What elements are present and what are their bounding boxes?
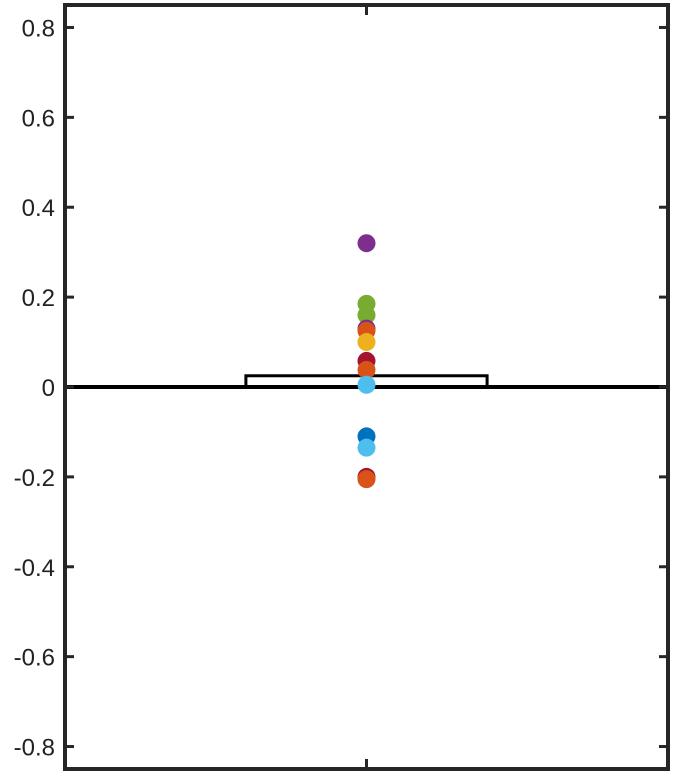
data-point — [357, 375, 376, 394]
data-point — [357, 333, 376, 352]
data-point — [357, 234, 376, 253]
y-tick-label: 0.4 — [22, 195, 55, 222]
data-point — [357, 360, 376, 379]
y-tick-label: -0.4 — [14, 555, 55, 582]
y-tick-label: -0.6 — [14, 645, 55, 672]
y-tick-labels: 0.8 0.6 0.4 0.2 0 -0.2 -0.4 -0.6 -0.8 — [14, 15, 55, 761]
data-point — [357, 470, 376, 489]
data-point — [357, 438, 376, 457]
data-points — [357, 234, 376, 489]
y-tick-label: -0.8 — [14, 735, 55, 762]
plot-frame — [63, 3, 670, 771]
data-point — [357, 306, 376, 325]
y-tick-label: 0 — [42, 375, 55, 402]
y-tick-label: 0.2 — [22, 285, 55, 312]
y-tick-label: 0.6 — [22, 105, 55, 132]
y-tick-label: -0.2 — [14, 465, 55, 492]
y-tick-label: 0.8 — [22, 15, 55, 42]
